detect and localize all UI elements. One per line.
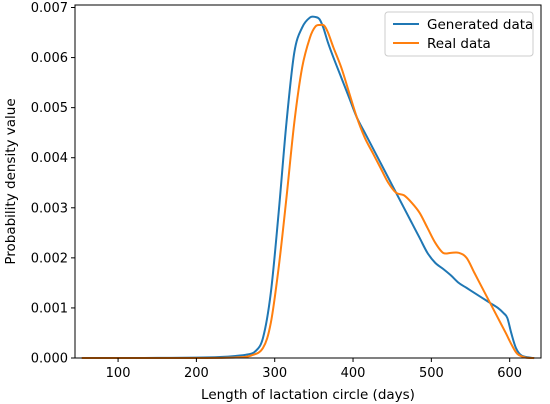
y-tick-label: 0.005 — [31, 101, 68, 116]
x-tick-label: 200 — [184, 366, 209, 381]
y-tick-label: 0.002 — [31, 251, 68, 266]
y-tick-label: 0.000 — [31, 352, 68, 367]
axes-frame — [74, 4, 542, 359]
series-line-1 — [81, 15, 535, 360]
axes: 100 200 300 400 500 600 0.000 0.001 0.002 0.003 0.… — [31, 1, 542, 381]
series-line-2 — [81, 23, 535, 360]
y-tick-label: 0.003 — [31, 201, 68, 216]
x-tick-label: 400 — [341, 366, 366, 381]
y-tick-label: 0.001 — [31, 301, 68, 316]
y-tick-label: 0.006 — [31, 51, 68, 66]
x-tick-label: 500 — [419, 366, 444, 381]
y-axis-label: Probability density value — [3, 98, 19, 264]
y-tick-label: 0.004 — [31, 151, 68, 166]
legend-label-2: Real data — [427, 36, 491, 52]
legend: Generated data Real data — [384, 11, 534, 57]
plot-area — [81, 15, 535, 360]
x-axis-label: Length of lactation circle (days) — [201, 387, 415, 403]
legend-box — [384, 11, 534, 57]
x-tick-label: 600 — [497, 366, 522, 381]
y-tick-label: 0.007 — [31, 1, 68, 16]
x-tick-label: 300 — [262, 366, 287, 381]
x-tick-label: 100 — [106, 366, 131, 381]
legend-label-1: Generated data — [427, 17, 533, 33]
